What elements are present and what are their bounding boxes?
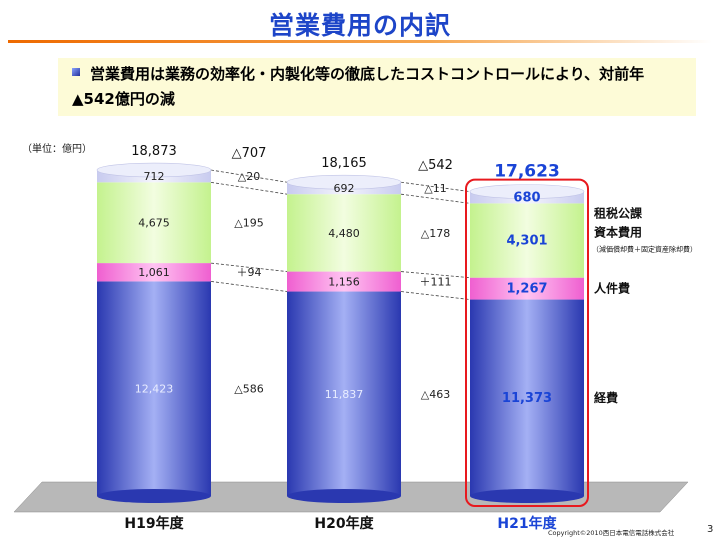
value-label: 692 — [334, 182, 355, 195]
bar-segment — [287, 271, 401, 292]
total-label: 18,873 — [131, 144, 177, 159]
summary-line-2: ▲542億円の減 — [72, 90, 175, 108]
bar-segment — [97, 263, 211, 282]
value-label: 12,423 — [135, 383, 174, 396]
change-label: ＋94 — [237, 266, 262, 279]
series-sublabel: （減価償却費＋固定資産除却費） — [592, 245, 697, 254]
connector-line — [400, 193, 471, 204]
total-label: 17,623 — [494, 162, 560, 182]
bar-segment — [470, 299, 584, 496]
category-label: H20年度 — [314, 515, 374, 532]
bar-base-ellipse — [97, 489, 211, 503]
unit-label: （単位：億円） — [22, 144, 92, 155]
change-total-label: △542 — [418, 158, 453, 173]
page-title: 営業費用の内訳 — [268, 11, 451, 40]
summary-box: 営業費用は業務の効率化・内製化等の徹底したコストコントロールにより、対前年 ▲5… — [58, 58, 696, 116]
change-label: △20 — [238, 170, 260, 183]
connector-line — [210, 181, 288, 195]
value-label: 4,480 — [328, 227, 360, 240]
bar-segment — [97, 281, 211, 496]
bar-top-ellipse — [96, 162, 212, 178]
bar-top-ellipse — [286, 174, 402, 190]
value-label: 4,301 — [506, 234, 547, 249]
total-label: 18,165 — [321, 156, 367, 171]
change-label: △586 — [234, 383, 263, 396]
bar-top-ellipse — [469, 184, 585, 199]
connector-line — [400, 181, 471, 193]
bullet-icon — [72, 68, 80, 76]
change-label: ＋111 — [420, 276, 452, 289]
change-label: △195 — [234, 217, 263, 230]
series-name-label: 租税公課 — [594, 206, 643, 221]
bar-segment — [287, 194, 401, 272]
connector-line — [210, 281, 288, 292]
change-label: △463 — [421, 388, 450, 401]
highlight-frame — [465, 178, 589, 507]
value-label: 1,267 — [506, 282, 547, 297]
change-total-label: △707 — [232, 146, 267, 161]
series-name-label: 資本費用 — [594, 225, 642, 240]
value-label: 1,156 — [328, 276, 360, 289]
title-underline — [8, 40, 712, 43]
bar-segment — [470, 277, 584, 300]
bar-base-ellipse — [470, 489, 584, 503]
series-name-label: 経費 — [594, 390, 618, 405]
value-label: 680 — [513, 190, 540, 205]
connector-line — [400, 271, 471, 279]
bar-segment — [287, 291, 401, 496]
bar-base-ellipse — [287, 489, 401, 503]
change-label: △178 — [421, 227, 450, 240]
page-number: 3 — [707, 524, 714, 535]
connector-line — [400, 291, 471, 300]
category-label: H19年度 — [124, 515, 184, 532]
value-label: 1,061 — [138, 266, 170, 279]
summary-line-1: 営業費用は業務の効率化・内製化等の徹底したコストコントロールにより、対前年 — [90, 65, 645, 83]
copyright-text: Copyright©2010西日本電信電話株式会社 — [548, 529, 675, 537]
connector-line — [210, 169, 288, 183]
value-label: 11,837 — [325, 388, 364, 401]
bar-segment — [470, 203, 584, 278]
series-name-label: 人件費 — [594, 281, 630, 296]
value-label: 11,373 — [502, 391, 552, 406]
connector-line — [210, 262, 288, 272]
change-label: △11 — [424, 182, 446, 195]
bar-segment — [97, 182, 211, 264]
value-label: 4,675 — [138, 217, 170, 230]
category-label: H21年度 — [497, 515, 557, 532]
value-label: 712 — [144, 170, 165, 183]
